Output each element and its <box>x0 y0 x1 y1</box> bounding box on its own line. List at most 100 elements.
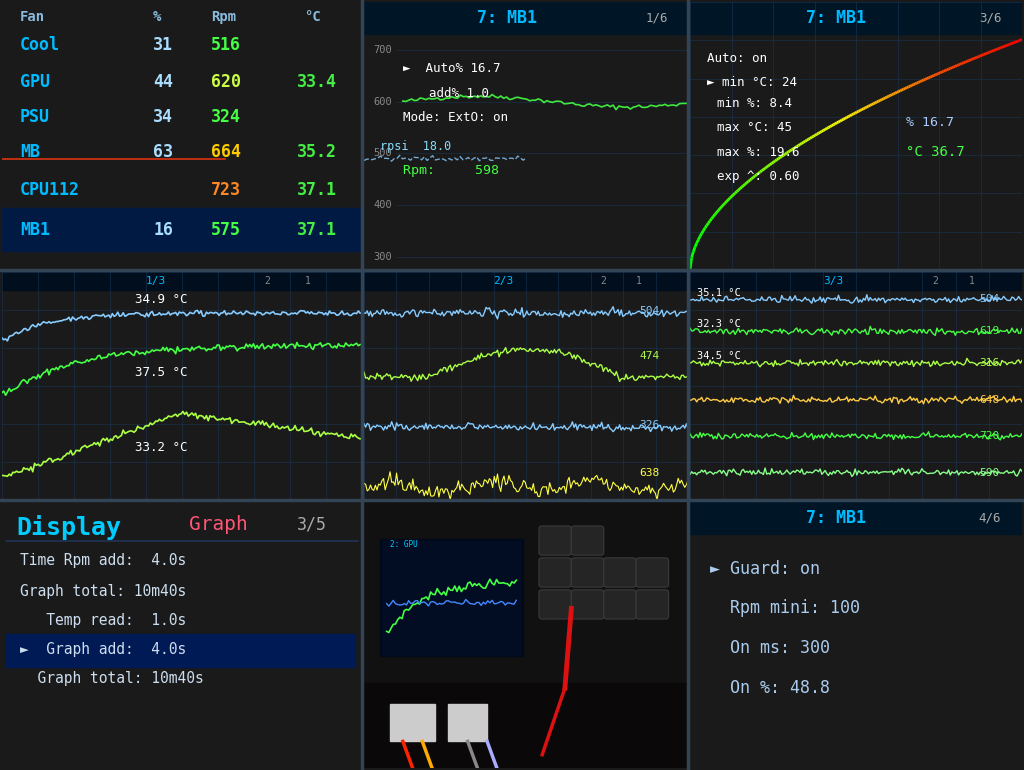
Text: PSU: PSU <box>20 109 50 126</box>
Bar <box>390 704 435 742</box>
Text: 723: 723 <box>211 181 241 199</box>
Text: 32.3 °C: 32.3 °C <box>696 320 740 330</box>
Text: 648: 648 <box>979 395 999 405</box>
Text: Rpm mini: 100: Rpm mini: 100 <box>710 599 860 618</box>
Text: 16: 16 <box>154 221 173 239</box>
Text: 1: 1 <box>304 276 310 286</box>
Text: ►  Graph add:  4.0s: ► Graph add: 4.0s <box>20 642 186 657</box>
Text: Graph: Graph <box>189 515 248 534</box>
Text: 324: 324 <box>211 109 241 126</box>
Bar <box>380 539 523 656</box>
FancyBboxPatch shape <box>539 557 571 587</box>
Text: Auto: on: Auto: on <box>707 52 767 65</box>
Text: exp ^: 0.60: exp ^: 0.60 <box>717 169 799 182</box>
Text: Time Rpm add:  4.0s: Time Rpm add: 4.0s <box>20 553 186 568</box>
FancyBboxPatch shape <box>571 557 604 587</box>
FancyBboxPatch shape <box>571 590 604 619</box>
Bar <box>364 502 688 688</box>
Text: 2/3: 2/3 <box>494 276 514 286</box>
Text: 720: 720 <box>979 431 999 441</box>
FancyBboxPatch shape <box>571 526 604 555</box>
Text: 600: 600 <box>374 96 392 106</box>
FancyBboxPatch shape <box>636 557 669 587</box>
Text: 700: 700 <box>374 45 392 55</box>
Text: Fan: Fan <box>20 10 45 24</box>
Bar <box>690 502 1022 534</box>
Text: 34: 34 <box>154 109 173 126</box>
Text: 3/6: 3/6 <box>979 12 1001 25</box>
Text: Temp read:  1.0s: Temp read: 1.0s <box>20 613 186 628</box>
FancyBboxPatch shape <box>539 526 571 555</box>
Text: °C: °C <box>304 10 322 24</box>
Text: 300: 300 <box>374 252 392 262</box>
Text: 3/3: 3/3 <box>823 276 843 286</box>
Text: 37.1: 37.1 <box>297 181 337 199</box>
Text: 474: 474 <box>639 351 659 361</box>
Text: GPU: GPU <box>20 73 50 92</box>
Text: 504: 504 <box>639 306 659 316</box>
Text: add% 1.0: add% 1.0 <box>429 86 488 99</box>
Text: Rpm: Rpm <box>211 10 236 24</box>
Text: 2: 2 <box>600 276 606 286</box>
FancyBboxPatch shape <box>604 590 636 619</box>
Text: 31: 31 <box>154 36 173 54</box>
Bar <box>690 2 1022 34</box>
Text: rpsi  18.0: rpsi 18.0 <box>380 140 452 153</box>
Text: 37.1: 37.1 <box>297 221 337 239</box>
Text: 3/5: 3/5 <box>297 515 328 534</box>
Text: 7: MB1: 7: MB1 <box>806 509 866 527</box>
Text: 7: MB1: 7: MB1 <box>806 9 866 27</box>
Text: ► min °C: 24: ► min °C: 24 <box>707 76 797 89</box>
Text: 500: 500 <box>374 149 392 159</box>
Text: °C 36.7: °C 36.7 <box>906 145 965 159</box>
Text: %: % <box>154 10 162 24</box>
Text: 34.5 °C: 34.5 °C <box>696 351 740 361</box>
Text: 1: 1 <box>969 276 975 286</box>
Text: 1/6: 1/6 <box>646 12 669 25</box>
Text: 504: 504 <box>979 294 999 304</box>
Text: ►  Auto% 16.7: ► Auto% 16.7 <box>402 62 501 75</box>
Text: 619: 619 <box>979 326 999 336</box>
Bar <box>2 209 362 251</box>
Bar <box>690 272 1022 290</box>
Bar <box>5 634 354 667</box>
Text: Rpm:     598: Rpm: 598 <box>402 164 499 177</box>
Text: Mode: ExtO: on: Mode: ExtO: on <box>402 111 508 124</box>
Text: 33.4: 33.4 <box>297 73 337 92</box>
Text: max °C: 45: max °C: 45 <box>717 122 792 135</box>
Text: max %: 19.6: max %: 19.6 <box>717 146 799 159</box>
Text: 620: 620 <box>211 73 241 92</box>
Text: Cool: Cool <box>20 36 60 54</box>
Bar <box>364 272 688 290</box>
Bar <box>382 541 521 655</box>
Text: 638: 638 <box>639 467 659 477</box>
Text: Graph total: 10m40s: Graph total: 10m40s <box>20 671 204 686</box>
Text: % 16.7: % 16.7 <box>906 116 953 129</box>
Text: 63: 63 <box>154 143 173 161</box>
Text: 590: 590 <box>979 467 999 477</box>
Text: 7: MB1: 7: MB1 <box>477 9 538 27</box>
Text: 664: 664 <box>211 143 241 161</box>
Bar <box>364 2 688 34</box>
Text: 400: 400 <box>374 200 392 210</box>
Text: 516: 516 <box>211 36 241 54</box>
Text: 326: 326 <box>639 420 659 430</box>
Text: 34.9 °C: 34.9 °C <box>135 293 187 306</box>
Text: 575: 575 <box>211 221 241 239</box>
Text: 2: GPU: 2: GPU <box>390 541 418 549</box>
Text: 1/3: 1/3 <box>146 276 166 286</box>
Text: Graph total: 10m40s: Graph total: 10m40s <box>20 584 186 598</box>
Bar <box>364 683 688 768</box>
Text: CPU112: CPU112 <box>20 181 80 199</box>
Text: MB1: MB1 <box>20 221 50 239</box>
Text: 316: 316 <box>979 358 999 368</box>
Text: 35.1 °C: 35.1 °C <box>696 287 740 297</box>
Text: 1: 1 <box>636 276 642 286</box>
Text: 33.2 °C: 33.2 °C <box>135 441 187 454</box>
Text: ► Guard: on: ► Guard: on <box>710 560 820 578</box>
Text: On %: 48.8: On %: 48.8 <box>710 679 829 697</box>
FancyBboxPatch shape <box>539 590 571 619</box>
Text: 37.5 °C: 37.5 °C <box>135 366 187 379</box>
Text: 2: 2 <box>265 276 270 286</box>
Text: 35.2: 35.2 <box>297 143 337 161</box>
